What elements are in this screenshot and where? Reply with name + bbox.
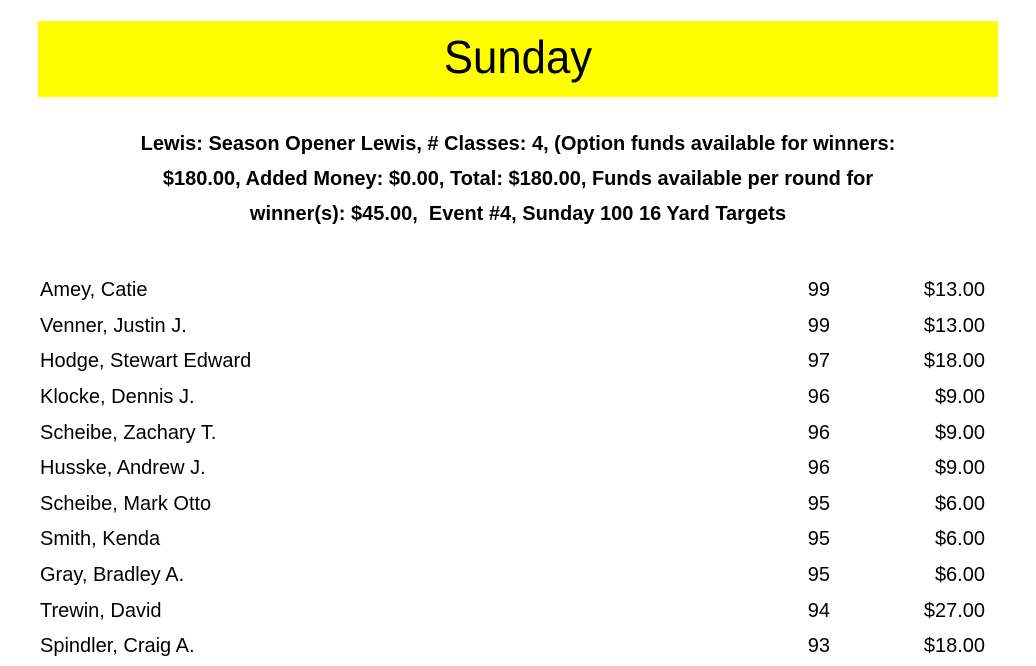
table-row: Scheibe, Mark Otto 95 $6.00 — [0, 487, 1036, 523]
shooter-score: 99 — [807, 314, 830, 337]
event-description-line: $180.00, Added Money: $0.00, Total: $180… — [162, 168, 874, 190]
shooter-winnings: $18.00 — [923, 635, 985, 658]
shooter-winnings: $13.00 — [923, 314, 985, 337]
shooter-name: Amey, Catie — [40, 279, 148, 302]
shooter-score: 95 — [807, 564, 830, 587]
shooter-name: Smith, Kenda — [40, 528, 161, 551]
shooter-winnings: $9.00 — [934, 421, 985, 444]
page-title: Sunday — [443, 31, 593, 83]
shooter-score: 99 — [807, 279, 830, 302]
table-row: Husske, Andrew J. 96 $9.00 — [0, 451, 1036, 487]
shooter-winnings: $9.00 — [934, 386, 985, 409]
shooter-score: 96 — [807, 457, 830, 480]
table-row: Spindler, Craig A. 93 $18.00 — [0, 629, 1036, 665]
shooter-score: 95 — [807, 492, 830, 515]
table-row: Trewin, David 94 $27.00 — [0, 593, 1036, 629]
event-description: Lewis: Season Opener Lewis, # Classes: 4… — [0, 127, 1036, 232]
table-row: Gray, Bradley A. 95 $6.00 — [0, 558, 1036, 594]
shooter-name: Scheibe, Mark Otto — [40, 492, 212, 515]
shooter-winnings: $9.00 — [934, 457, 985, 480]
shooter-name: Trewin, David — [40, 599, 162, 622]
table-row: Smith, Kenda 95 $6.00 — [0, 522, 1036, 558]
shooter-name: Gray, Bradley A. — [40, 564, 185, 587]
shooter-score: 96 — [807, 386, 830, 409]
shooter-name: Klocke, Dennis J. — [40, 386, 195, 409]
day-banner: Sunday — [38, 21, 998, 97]
shooter-name: Husske, Andrew J. — [40, 457, 206, 480]
table-row: Hodge, Stewart Edward 97 $18.00 — [0, 344, 1036, 380]
table-row: Scheibe, Zachary T. 96 $9.00 — [0, 415, 1036, 451]
shooter-score: 93 — [807, 635, 830, 658]
table-row: Amey, Catie 99 $13.00 — [0, 273, 1036, 309]
shooter-score: 96 — [807, 421, 830, 444]
shooter-score: 94 — [807, 599, 830, 622]
shooter-name: Venner, Justin J. — [40, 314, 187, 337]
table-row: Klocke, Dennis J. 96 $9.00 — [0, 380, 1036, 416]
event-description-line: Lewis: Season Opener Lewis, # Classes: 4… — [140, 133, 896, 155]
table-row: Venner, Justin J. 99 $13.00 — [0, 309, 1036, 345]
shooter-name: Hodge, Stewart Edward — [40, 350, 252, 373]
results-list: Amey, Catie 99 $13.00 Venner, Justin J. … — [0, 273, 1036, 665]
shooter-score: 97 — [807, 350, 830, 373]
shooter-winnings: $13.00 — [923, 279, 985, 302]
shooter-winnings: $27.00 — [923, 599, 985, 622]
shooter-winnings: $18.00 — [923, 350, 985, 373]
shooter-winnings: $6.00 — [934, 564, 985, 587]
shooter-name: Scheibe, Zachary T. — [40, 421, 217, 444]
shooter-name: Spindler, Craig A. — [40, 635, 195, 658]
shooter-winnings: $6.00 — [934, 492, 985, 515]
event-description-line: winner(s): $45.00, Event #4, Sunday 100 … — [249, 203, 787, 225]
shooter-score: 95 — [807, 528, 830, 551]
shooter-winnings: $6.00 — [934, 528, 985, 551]
